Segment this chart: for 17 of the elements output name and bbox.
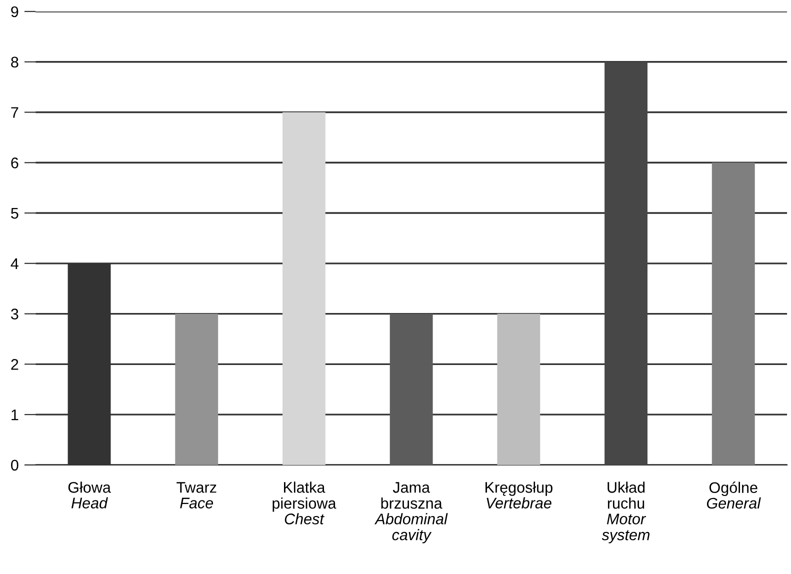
- y-tick-label: 2: [11, 359, 18, 370]
- y-tick-label: 8: [11, 56, 18, 68]
- y-tick-label: 6: [11, 158, 18, 168]
- y-tick-label: 1: [12, 410, 18, 420]
- y-tick-label: 3: [11, 308, 18, 320]
- x-tick-label: Głowa Head: [68, 482, 111, 508]
- x-tick-label: Ogólne General: [706, 482, 761, 509]
- y-tick-label: 7: [11, 107, 18, 118]
- x-tick-label: Twarz Face: [176, 482, 216, 508]
- y-tick-label: 0: [11, 460, 18, 471]
- x-tick-label: Klatka piersiowa Chest: [272, 482, 336, 524]
- x-tick-label: Jama brzuszna Abdominal cavity: [374, 482, 448, 544]
- y-tick-label: 9: [11, 6, 18, 18]
- x-tick-label: Kręgosłup Vertebrae: [486, 482, 552, 508]
- y-tick-label: 5: [11, 208, 18, 219]
- y-tick-label: 4: [10, 258, 18, 269]
- x-tick-label: Układ ruchu Motor system: [602, 482, 650, 544]
